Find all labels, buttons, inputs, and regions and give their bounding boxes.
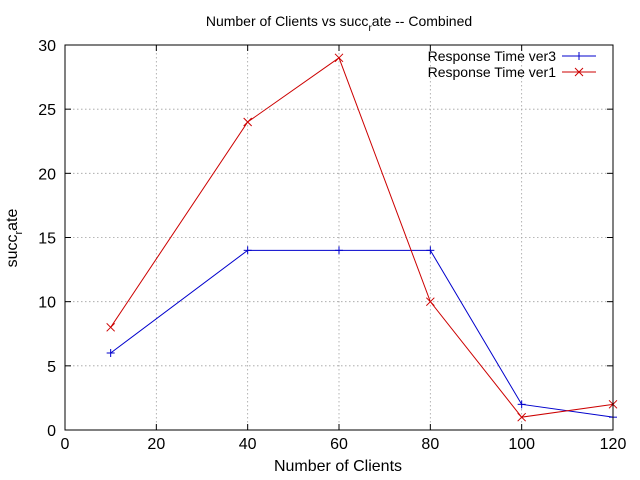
legend-marker bbox=[575, 52, 583, 60]
y-axis-label: succrate bbox=[4, 208, 25, 267]
y-tick-label: 10 bbox=[38, 295, 56, 312]
marker-stroke bbox=[106, 322, 116, 332]
legend-marker bbox=[574, 67, 584, 77]
series-line-1 bbox=[110, 249, 614, 418]
data-point bbox=[243, 246, 252, 255]
y-tick-label: 25 bbox=[38, 102, 56, 119]
series-line-2 bbox=[110, 57, 614, 418]
data-point bbox=[517, 412, 527, 422]
data-point bbox=[106, 322, 116, 332]
data-point bbox=[243, 117, 253, 127]
x-tick-label: 40 bbox=[239, 436, 257, 453]
data-point bbox=[335, 246, 343, 255]
marker-stroke bbox=[574, 67, 584, 77]
axis-ticks: 0 20 40 60 80 100 120 0 5 10 15 20 25 30 bbox=[38, 38, 626, 453]
marker-stroke bbox=[425, 297, 435, 307]
x-tick-label: 80 bbox=[421, 436, 439, 453]
legend-label: Response Time ver3 bbox=[428, 48, 557, 64]
data-point bbox=[106, 349, 115, 357]
marker-stroke bbox=[243, 117, 253, 127]
y-tick-label: 20 bbox=[38, 166, 56, 183]
marker-stroke bbox=[517, 412, 527, 422]
data-point bbox=[425, 297, 435, 307]
x-tick-label: 0 bbox=[61, 436, 70, 453]
legend-label: Response Time ver1 bbox=[428, 64, 557, 80]
plot-frame bbox=[64, 44, 614, 431]
chart-title: Number of Clients vs succrate -- Combine… bbox=[206, 13, 472, 34]
y-tick-label: 30 bbox=[38, 38, 56, 55]
x-tick-label: 60 bbox=[330, 436, 348, 453]
marker-stroke bbox=[334, 53, 344, 63]
x-tick-label: 120 bbox=[600, 436, 627, 453]
y-tick-label: 15 bbox=[38, 231, 56, 248]
x-tick-label: 20 bbox=[147, 436, 165, 453]
y-tick-label: 5 bbox=[47, 359, 56, 376]
x-axis-label: Number of Clients bbox=[274, 458, 402, 475]
data-point bbox=[334, 53, 344, 63]
grid-lines bbox=[65, 45, 613, 430]
data-point bbox=[517, 400, 526, 409]
x-tick-label: 100 bbox=[508, 436, 535, 453]
data-point bbox=[426, 246, 435, 255]
y-tick-label: 0 bbox=[47, 423, 56, 440]
